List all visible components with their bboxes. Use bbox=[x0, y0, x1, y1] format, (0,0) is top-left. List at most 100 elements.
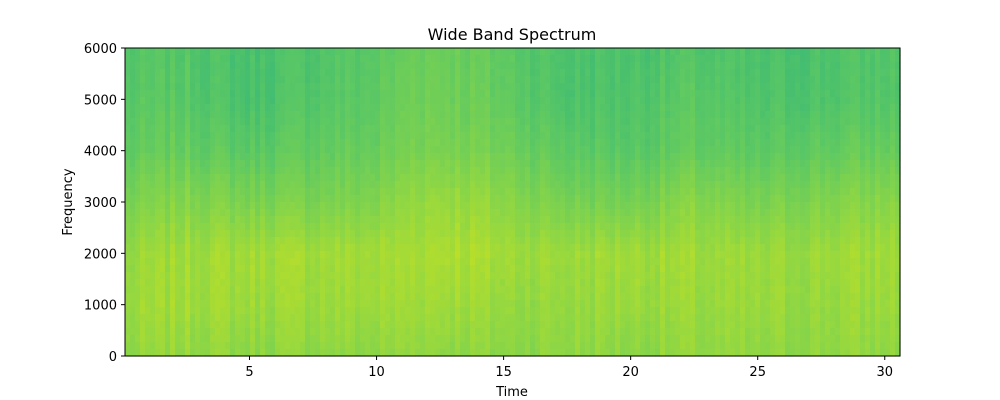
heatmap-cell bbox=[720, 111, 726, 119]
heatmap-cell bbox=[565, 244, 571, 252]
heatmap-cell bbox=[745, 237, 751, 245]
heatmap-cell bbox=[465, 195, 471, 203]
heatmap-cell bbox=[300, 111, 306, 119]
heatmap-cell bbox=[740, 251, 746, 259]
heatmap-cell bbox=[585, 104, 591, 112]
heatmap-cell bbox=[545, 111, 551, 119]
heatmap-cell bbox=[505, 146, 511, 154]
heatmap-cell bbox=[785, 83, 791, 91]
heatmap-cell bbox=[805, 125, 811, 133]
heatmap-cell bbox=[230, 132, 236, 140]
heatmap-cell bbox=[680, 251, 686, 259]
heatmap-cell bbox=[450, 153, 456, 161]
heatmap-cell bbox=[875, 174, 881, 182]
heatmap-cell bbox=[715, 167, 721, 175]
heatmap-cell bbox=[800, 230, 806, 238]
heatmap-cell bbox=[750, 111, 756, 119]
heatmap-cell bbox=[860, 188, 866, 196]
heatmap-cell bbox=[895, 104, 901, 112]
heatmap-cell bbox=[425, 62, 431, 70]
heatmap-cell bbox=[160, 244, 166, 252]
heatmap-cell bbox=[440, 104, 446, 112]
heatmap-cell bbox=[275, 146, 281, 154]
heatmap-cell bbox=[800, 83, 806, 91]
heatmap-cell bbox=[790, 174, 796, 182]
heatmap-cell bbox=[830, 146, 836, 154]
heatmap-cell bbox=[145, 195, 151, 203]
heatmap-cell bbox=[860, 146, 866, 154]
heatmap-cell bbox=[545, 55, 551, 63]
heatmap-cell bbox=[745, 174, 751, 182]
heatmap-cell bbox=[540, 160, 546, 168]
heatmap-cell bbox=[790, 188, 796, 196]
heatmap-cell bbox=[390, 83, 396, 91]
heatmap-cell bbox=[550, 62, 556, 70]
heatmap-cell bbox=[750, 132, 756, 140]
heatmap-cell bbox=[225, 139, 231, 147]
heatmap-cell bbox=[620, 160, 626, 168]
heatmap-cell bbox=[780, 202, 786, 210]
heatmap-cell bbox=[255, 139, 261, 147]
heatmap-cell bbox=[540, 265, 546, 273]
heatmap-cell bbox=[555, 258, 561, 266]
heatmap-cell bbox=[540, 188, 546, 196]
heatmap-cell bbox=[830, 153, 836, 161]
heatmap-cell bbox=[190, 265, 196, 273]
heatmap-cell bbox=[495, 104, 501, 112]
heatmap-cell bbox=[405, 265, 411, 273]
heatmap-cell bbox=[255, 174, 261, 182]
heatmap-cell bbox=[125, 265, 131, 273]
heatmap-cell bbox=[450, 167, 456, 175]
heatmap-cell bbox=[575, 132, 581, 140]
heatmap-cell bbox=[615, 237, 621, 245]
heatmap-cell bbox=[415, 174, 421, 182]
heatmap-cell bbox=[815, 111, 821, 119]
heatmap-cell bbox=[410, 230, 416, 238]
heatmap-cell bbox=[375, 202, 381, 210]
heatmap-cell bbox=[435, 153, 441, 161]
heatmap-cell bbox=[555, 55, 561, 63]
heatmap-cell bbox=[130, 139, 136, 147]
heatmap-cell bbox=[210, 146, 216, 154]
heatmap-cell bbox=[660, 237, 666, 245]
heatmap-cell bbox=[735, 160, 741, 168]
heatmap-cell bbox=[215, 244, 221, 252]
heatmap-cell bbox=[760, 48, 766, 56]
heatmap-cell bbox=[690, 125, 696, 133]
heatmap-cell bbox=[890, 83, 896, 91]
heatmap-cell bbox=[585, 188, 591, 196]
heatmap-cell bbox=[430, 223, 436, 231]
heatmap-cell bbox=[775, 160, 781, 168]
heatmap-cell bbox=[475, 209, 481, 217]
heatmap-cell bbox=[865, 167, 871, 175]
heatmap-cell bbox=[545, 90, 551, 98]
heatmap-cell bbox=[695, 160, 701, 168]
heatmap-cell bbox=[620, 55, 626, 63]
heatmap-cell bbox=[655, 97, 661, 105]
heatmap-cell bbox=[415, 251, 421, 259]
heatmap-cell bbox=[185, 118, 191, 126]
heatmap-cell bbox=[275, 104, 281, 112]
heatmap-cell bbox=[420, 195, 426, 203]
heatmap-cell bbox=[780, 258, 786, 266]
heatmap-cell bbox=[540, 174, 546, 182]
heatmap-cell bbox=[765, 69, 771, 77]
heatmap-cell bbox=[455, 244, 461, 252]
heatmap-cell bbox=[160, 118, 166, 126]
heatmap-cell bbox=[300, 188, 306, 196]
heatmap-cell bbox=[840, 90, 846, 98]
heatmap-cell bbox=[890, 209, 896, 217]
heatmap-cell bbox=[190, 244, 196, 252]
heatmap-cell bbox=[290, 244, 296, 252]
heatmap-cell bbox=[275, 97, 281, 105]
heatmap-cell bbox=[770, 139, 776, 147]
heatmap-cell bbox=[360, 76, 366, 84]
heatmap-cell bbox=[455, 202, 461, 210]
heatmap-cell bbox=[835, 244, 841, 252]
heatmap-cell bbox=[595, 118, 601, 126]
heatmap-cell bbox=[855, 209, 861, 217]
heatmap-cell bbox=[225, 111, 231, 119]
heatmap-cell bbox=[575, 195, 581, 203]
heatmap-cell bbox=[625, 230, 631, 238]
heatmap-cell bbox=[380, 118, 386, 126]
